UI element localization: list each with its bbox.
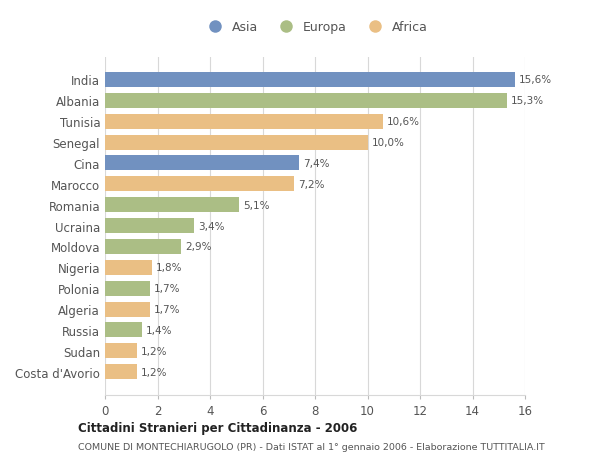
Bar <box>105 240 181 254</box>
Text: 2,9%: 2,9% <box>185 242 212 252</box>
Text: 15,3%: 15,3% <box>511 96 544 106</box>
Text: 1,8%: 1,8% <box>156 263 182 273</box>
Text: 10,0%: 10,0% <box>371 138 404 148</box>
Text: Cittadini Stranieri per Cittadinanza - 2006: Cittadini Stranieri per Cittadinanza - 2… <box>78 421 358 434</box>
Bar <box>105 156 299 171</box>
Text: COMUNE DI MONTECHIARUGOLO (PR) - Dati ISTAT al 1° gennaio 2006 - Elaborazione TU: COMUNE DI MONTECHIARUGOLO (PR) - Dati IS… <box>78 442 545 451</box>
Bar <box>105 177 294 192</box>
Text: 1,7%: 1,7% <box>154 284 180 294</box>
Text: 7,4%: 7,4% <box>303 158 329 168</box>
Bar <box>105 94 506 108</box>
Bar <box>105 281 149 296</box>
Bar <box>105 344 137 358</box>
Text: 10,6%: 10,6% <box>387 117 420 127</box>
Bar <box>105 73 515 88</box>
Bar <box>105 135 367 150</box>
Bar <box>105 198 239 213</box>
Text: 5,1%: 5,1% <box>243 200 269 210</box>
Text: 3,4%: 3,4% <box>198 221 224 231</box>
Bar <box>105 323 142 338</box>
Bar <box>105 114 383 129</box>
Text: 1,2%: 1,2% <box>140 367 167 377</box>
Text: 7,2%: 7,2% <box>298 179 325 190</box>
Bar <box>105 364 137 380</box>
Text: 1,7%: 1,7% <box>154 304 180 314</box>
Legend: Asia, Europa, Africa: Asia, Europa, Africa <box>197 17 433 39</box>
Text: 1,2%: 1,2% <box>140 346 167 356</box>
Bar <box>105 302 149 317</box>
Text: 15,6%: 15,6% <box>518 75 551 85</box>
Bar <box>105 260 152 275</box>
Text: 1,4%: 1,4% <box>146 325 172 335</box>
Bar <box>105 218 194 234</box>
